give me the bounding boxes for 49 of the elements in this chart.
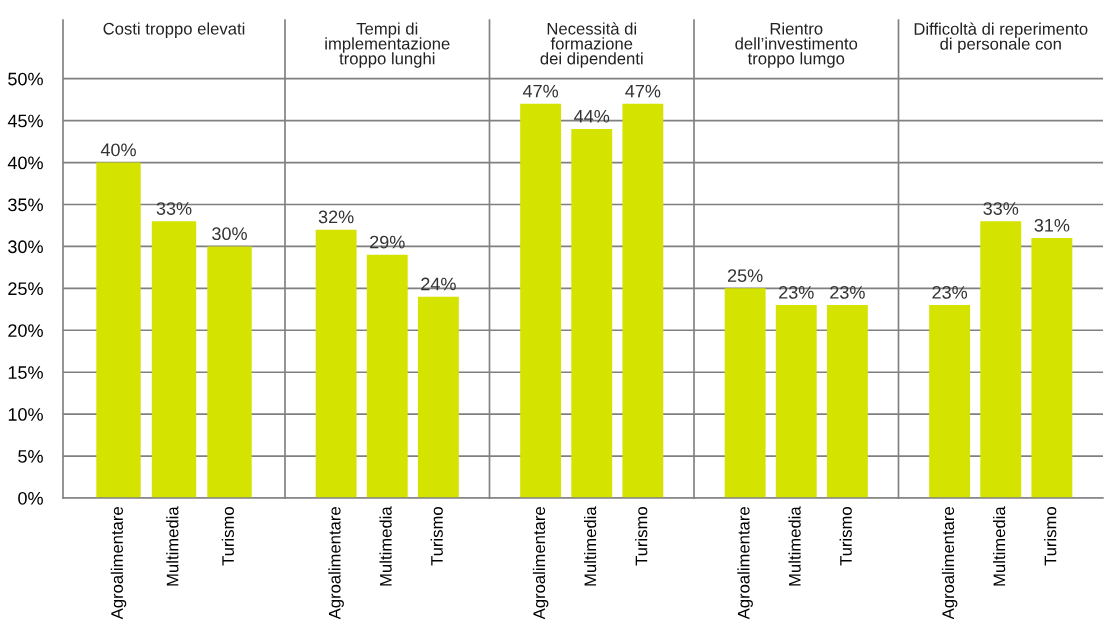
x-tick-label: Turismo <box>839 507 852 566</box>
y-tick-label: 15% <box>8 366 43 379</box>
data-label: 24% <box>421 277 456 291</box>
y-tick-label: 20% <box>8 324 43 337</box>
x-tick-label: Turismo <box>1044 507 1057 566</box>
x-tick-label: Agroalimentare <box>737 507 753 620</box>
x-tick-label: Agroalimentare <box>328 507 344 620</box>
x-tick-label: Turismo <box>221 507 234 566</box>
data-label: 40% <box>100 143 136 157</box>
data-label: 23% <box>830 285 865 299</box>
text: Necessità di formazione dei dipendenti <box>540 22 643 68</box>
x-tick-label: Turismo <box>430 507 443 566</box>
y-tick-label: 5% <box>18 450 43 463</box>
y-tick-label: 50% <box>8 72 43 86</box>
data-label: 31% <box>1034 218 1070 232</box>
x-tick-label: Agroalimentare <box>941 507 958 620</box>
x-tick-label: Multimedia <box>992 506 1006 586</box>
data-label: 44% <box>574 109 610 123</box>
y-tick-label: 25% <box>8 282 43 296</box>
data-label: 33% <box>156 202 192 215</box>
y-tick-label: 0% <box>18 491 43 505</box>
data-label: 32% <box>318 210 354 224</box>
y-tick-label: 45% <box>7 114 43 128</box>
x-tick-label: Agroalimentare <box>110 507 127 620</box>
y-tick-label: 35% <box>8 198 43 212</box>
text: Rientro dell’investimento troppo lumgo <box>735 22 858 68</box>
bar <box>96 162 141 498</box>
x-tick-label: Multimedia <box>379 506 392 586</box>
x-tick-label: Multimedia <box>166 506 179 586</box>
data-label: 23% <box>779 285 814 299</box>
y-tick-label: 10% <box>8 408 43 421</box>
bar <box>151 221 197 498</box>
data-label: 47% <box>625 84 661 98</box>
data-label: 23% <box>932 285 968 299</box>
x-tick-label: Turismo <box>635 507 648 566</box>
y-tick-label: 40% <box>7 156 43 170</box>
x-tick-label: Agroalimentare <box>532 507 549 620</box>
bar <box>207 246 252 498</box>
data-label: 25% <box>727 269 763 282</box>
x-tick-label: Multimedia <box>583 506 597 586</box>
data-label: 47% <box>522 84 559 98</box>
data-label: 33% <box>983 202 1019 215</box>
data-label: 30% <box>212 227 247 241</box>
chart-title: Costi troppo elevati <box>103 22 245 38</box>
x-tick-label: Multimedia <box>788 506 801 586</box>
text: Difficoltà di reperimento di personale con <box>914 22 1088 54</box>
data-label: 29% <box>370 235 405 249</box>
text: Tempi di implementazione troppo lunghi <box>325 22 450 68</box>
y-tick-label: 30% <box>8 240 43 254</box>
